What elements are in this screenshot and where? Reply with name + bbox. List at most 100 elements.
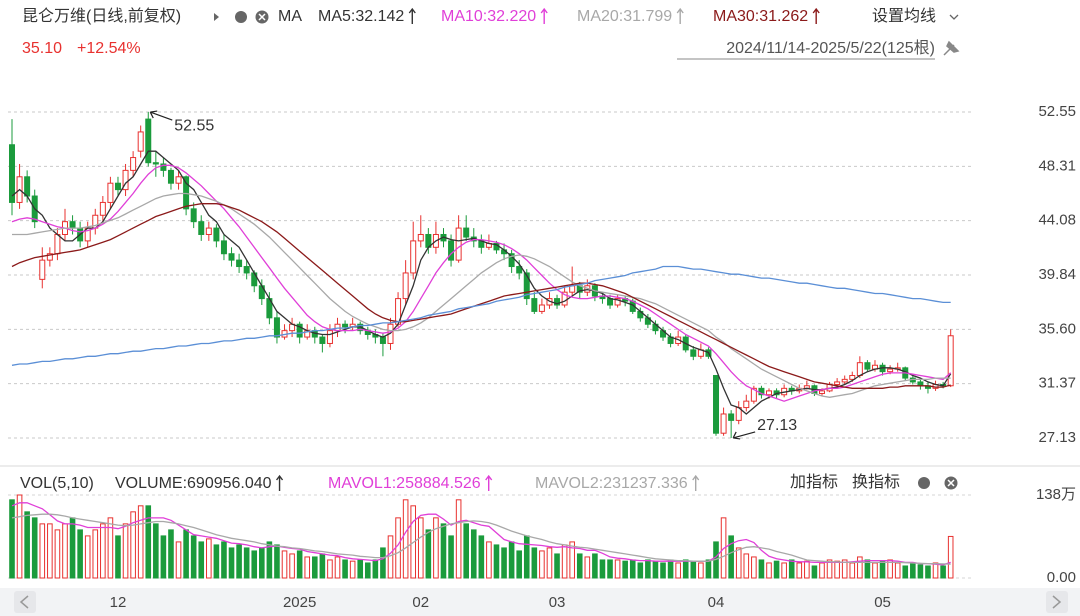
volume-bar (811, 565, 818, 579)
volume-bar (561, 544, 568, 579)
volume-bar (372, 559, 379, 579)
ma-line (12, 192, 951, 398)
candle-body (145, 118, 152, 164)
ma-line (11, 265, 951, 366)
annotation-arrow (732, 431, 756, 440)
candle-body (538, 304, 545, 312)
ma-legend: MA10:32.220 (441, 8, 536, 25)
volume-bar (486, 541, 492, 579)
volume-bar (395, 517, 401, 579)
volume-bar (448, 535, 454, 579)
volume-bar (607, 559, 613, 579)
volume-bar (894, 562, 901, 579)
volume-bar (849, 562, 856, 579)
volume-bar (857, 556, 863, 579)
candle-body (24, 176, 31, 197)
chart-title: 昆仑万维(日线,前复权) (22, 7, 181, 25)
scroll-left-icon (19, 595, 29, 609)
annotation-arrow (149, 110, 173, 121)
volume-bar (569, 541, 575, 579)
candle-body (319, 336, 326, 344)
ma-legend: MA5:32.142 (318, 8, 404, 25)
mavol-legend: MAVOL2:231237.336 (535, 475, 688, 492)
add-indicator[interactable]: 加指标 (790, 473, 838, 491)
volume-title: VOL(5,10) (20, 475, 94, 492)
volume-bar (637, 562, 644, 579)
volume-bar (145, 505, 152, 579)
ma-settings-icon[interactable] (235, 11, 247, 23)
volume-bar (470, 529, 477, 579)
legend-arrow (275, 474, 284, 491)
candle-body (561, 291, 568, 306)
volume-bar (940, 565, 946, 579)
volume-bar (947, 535, 954, 579)
y-tick-label: 27.13 (1038, 429, 1076, 446)
ma-settings[interactable]: 设置均线 (872, 7, 936, 25)
volume-bar (501, 547, 507, 579)
volume-bar (251, 550, 258, 579)
volume-bar (259, 547, 265, 579)
volume-bar (660, 562, 666, 579)
volume-bar (652, 560, 659, 579)
pin-icon[interactable] (943, 40, 960, 56)
candle-body (236, 259, 243, 268)
volume-bar (198, 541, 205, 579)
candle-body (114, 182, 121, 191)
volume-bar (788, 559, 795, 579)
volume-bar (735, 547, 742, 579)
volume-bar (698, 562, 704, 579)
volume-bar (357, 559, 364, 579)
volume-bar (349, 560, 356, 579)
volume-bar (819, 562, 825, 579)
volume-bar (629, 559, 636, 579)
scroll-left[interactable] (14, 591, 36, 613)
x-tick-label: 03 (549, 594, 566, 611)
candle-body (69, 221, 76, 229)
volume-bar (539, 550, 545, 579)
volume-bar (327, 559, 333, 579)
candle-body (243, 266, 250, 274)
volume-bar (281, 550, 288, 579)
volume-bar (92, 529, 99, 579)
candle-body (554, 298, 561, 306)
candle-body (614, 298, 621, 306)
volume-bar (387, 535, 394, 579)
candle-body (9, 144, 15, 203)
candle-body (137, 131, 144, 152)
volume-bar (334, 556, 341, 579)
title-menu-icon[interactable] (214, 13, 219, 21)
volume-bar (592, 553, 598, 579)
candle-body (508, 253, 515, 268)
candle-body (448, 240, 455, 261)
volume-bar (743, 553, 750, 579)
candle-body (326, 330, 333, 344)
volume-tick-label: 138万 (1036, 486, 1076, 503)
volume-bar (932, 562, 939, 579)
volume-bar (576, 553, 583, 579)
volume-bar (206, 538, 212, 579)
volume-bar (766, 562, 772, 579)
volume-bar (690, 560, 697, 579)
indicator-settings-icon[interactable] (918, 477, 930, 489)
volume-bar (758, 559, 765, 579)
volume-bar (153, 523, 159, 579)
candle-body (947, 335, 954, 387)
volume-bar (289, 553, 295, 579)
volume-bar (319, 553, 326, 579)
candle-body (720, 413, 727, 434)
volume-label: VOLUME:690956.040 (115, 475, 272, 492)
scroll-right[interactable] (1046, 591, 1068, 613)
candle-body (410, 240, 417, 274)
candle-body (743, 400, 750, 409)
volume-bar (925, 565, 931, 579)
volume-bar (213, 544, 220, 579)
candle-body (213, 227, 220, 242)
date-range[interactable]: 2024/11/14-2025/5/22(125根) (726, 39, 935, 57)
volume-bar (69, 517, 76, 579)
volume-bar (77, 529, 83, 579)
volume-bar (667, 559, 674, 579)
switch-indicator[interactable]: 换指标 (852, 473, 900, 491)
volume-bar (440, 523, 447, 579)
legend-arrow (692, 474, 700, 491)
price-change: +12.54% (77, 40, 141, 57)
